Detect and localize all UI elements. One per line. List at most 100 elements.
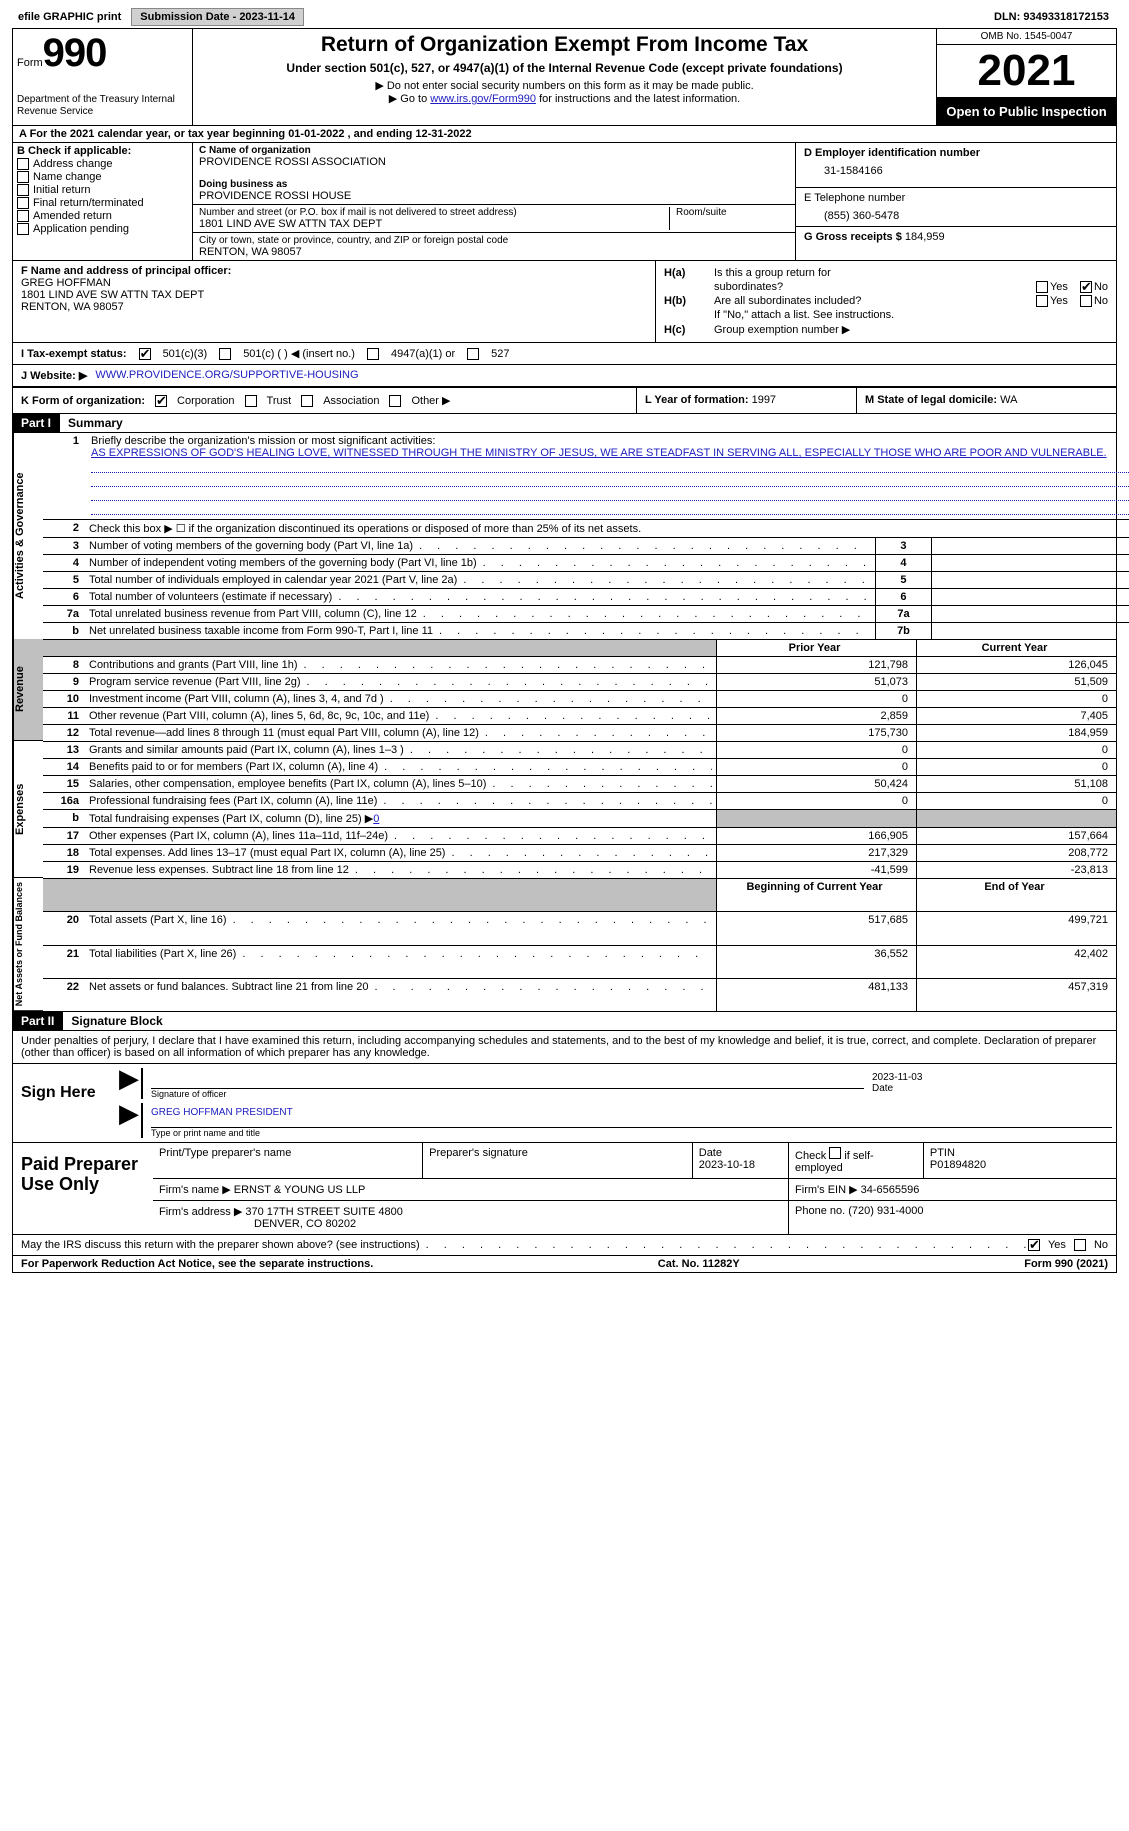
checkbox-ha-no[interactable] <box>1080 281 1092 293</box>
checkbox-app-pending[interactable] <box>17 223 29 235</box>
checkbox-trust[interactable] <box>245 395 257 407</box>
ein-label: D Employer identification number <box>804 147 1108 159</box>
line-desc: Other expenses (Part IX, column (A), lin… <box>85 827 716 844</box>
note2-pre: ▶ Go to <box>389 93 430 105</box>
line-num: 12 <box>43 724 85 741</box>
preparer-name-header: Print/Type preparer's name <box>153 1143 423 1179</box>
section-b-title: B Check if applicable: <box>17 145 188 157</box>
checkbox-hb-no[interactable] <box>1080 295 1092 307</box>
line-val: 3 <box>931 588 1129 605</box>
end-val: 457,319 <box>916 978 1116 1011</box>
line-desc: Revenue less expenses. Subtract line 18 … <box>85 861 716 878</box>
checkbox-final-return[interactable] <box>17 197 29 209</box>
state-domicile-value: WA <box>1000 394 1017 406</box>
lbl-trust: Trust <box>267 395 292 407</box>
gross-label: G Gross receipts $ <box>804 231 902 243</box>
part2-subtitle: Signature Block <box>62 1012 1116 1030</box>
form-label: Form <box>17 57 43 69</box>
curr-val: 208,772 <box>916 844 1116 861</box>
declaration-text: Under penalties of perjury, I declare th… <box>13 1030 1116 1063</box>
current-year-header: Current Year <box>916 639 1116 656</box>
checkbox-501c[interactable] <box>219 348 231 360</box>
curr-val: 184,959 <box>916 724 1116 741</box>
checkbox-527[interactable] <box>467 348 479 360</box>
sign-name[interactable]: GREG HOFFMAN PRESIDENT <box>151 1107 293 1118</box>
line-val: 10 <box>931 554 1129 571</box>
firm-ein: 34-6565596 <box>861 1184 920 1196</box>
checkbox-corp[interactable] <box>155 395 167 407</box>
line-desc: Professional fundraising fees (Part IX, … <box>85 792 716 809</box>
prior-val: 50,424 <box>716 775 916 792</box>
line-num: 13 <box>43 741 85 758</box>
end-val: 42,402 <box>916 945 1116 978</box>
website-link[interactable]: WWW.PROVIDENCE.ORG/SUPPORTIVE-HOUSING <box>95 369 358 382</box>
end-year-header: End of Year <box>916 878 1116 911</box>
prior-val: 0 <box>716 758 916 775</box>
officer-addr1: 1801 LIND AVE SW ATTN TAX DEPT <box>21 289 647 301</box>
checkbox-name-change[interactable] <box>17 171 29 183</box>
prior-val: 121,798 <box>716 656 916 673</box>
line-val: 0 <box>931 622 1129 639</box>
checkbox-assoc[interactable] <box>301 395 313 407</box>
prior-val: 2,859 <box>716 707 916 724</box>
hc-label: H(c) <box>664 324 714 336</box>
lbl-address-change: Address change <box>33 158 113 170</box>
prior-val: 175,730 <box>716 724 916 741</box>
date-caption: Date <box>872 1083 1112 1094</box>
irs-link[interactable]: www.irs.gov/Form990 <box>430 93 536 105</box>
prior-val: 217,329 <box>716 844 916 861</box>
form-number: 990 <box>43 31 107 75</box>
firm-phone: (720) 931-4000 <box>848 1205 923 1217</box>
checkbox-other[interactable] <box>389 395 401 407</box>
prior-val: 166,905 <box>716 827 916 844</box>
part1-subtitle: Summary <box>59 414 1116 432</box>
line-box: 4 <box>875 554 931 571</box>
line-desc: Number of voting members of the governin… <box>85 537 875 554</box>
checkbox-initial-return[interactable] <box>17 184 29 196</box>
vert-label-expenses: Expenses <box>13 741 43 878</box>
curr-val: 51,509 <box>916 673 1116 690</box>
line-box: 7a <box>875 605 931 622</box>
checkbox-hb-yes[interactable] <box>1036 295 1048 307</box>
hb-note: If "No," attach a list. See instructions… <box>714 309 894 321</box>
line-desc: Net assets or fund balances. Subtract li… <box>85 978 716 1011</box>
checkbox-discuss-no[interactable] <box>1074 1239 1086 1251</box>
tel-value: (855) 360-5478 <box>804 204 1108 222</box>
line-num: 3 <box>43 537 85 554</box>
hb-label: H(b) <box>664 295 714 307</box>
checkbox-4947[interactable] <box>367 348 379 360</box>
lbl-4947: 4947(a)(1) or <box>391 348 455 360</box>
lbl-amended: Amended return <box>33 210 112 222</box>
checkbox-501c3[interactable] <box>139 348 151 360</box>
checkbox-ha-yes[interactable] <box>1036 281 1048 293</box>
ha-label: H(a) <box>664 267 714 279</box>
website-label: J Website: ▶ <box>21 369 87 382</box>
line-val: 0 <box>931 605 1129 622</box>
line2-text: Check this box ▶ ☐ if the organization d… <box>85 519 1129 537</box>
checkbox-amended[interactable] <box>17 210 29 222</box>
line-desc: Total assets (Part X, line 16) <box>85 911 716 944</box>
efile-label: efile GRAPHIC print <box>12 9 127 25</box>
line-num: 21 <box>43 945 85 978</box>
part1-header: Part I <box>13 414 59 432</box>
checkbox-self-employed[interactable] <box>829 1147 841 1159</box>
ptin-header: PTIN <box>930 1147 955 1159</box>
submission-date-button[interactable]: Submission Date - 2023-11-14 <box>131 8 304 26</box>
line-desc: Grants and similar amounts paid (Part IX… <box>85 741 716 758</box>
curr-val: 126,045 <box>916 656 1116 673</box>
firm-addr2: DENVER, CO 80202 <box>254 1218 356 1230</box>
org-name-value: PROVIDENCE ROSSI ASSOCIATION <box>199 156 789 168</box>
dept-label: Department of the Treasury Internal Reve… <box>17 94 188 118</box>
line-num: 5 <box>43 571 85 588</box>
line-desc: Benefits paid to or for members (Part IX… <box>85 758 716 775</box>
checkbox-address-change[interactable] <box>17 158 29 170</box>
line-num: 7a <box>43 605 85 622</box>
line-num: b <box>43 622 85 639</box>
paperwork-notice: For Paperwork Reduction Act Notice, see … <box>21 1258 373 1270</box>
form-footer: Form 990 (2021) <box>1024 1258 1108 1270</box>
discuss-text: May the IRS discuss this return with the… <box>21 1239 420 1251</box>
form-org-label: K Form of organization: <box>21 395 145 407</box>
checkbox-discuss-yes[interactable] <box>1028 1239 1040 1251</box>
officer-addr2: RENTON, WA 98057 <box>21 301 647 313</box>
main-title: Return of Organization Exempt From Incom… <box>201 33 928 57</box>
